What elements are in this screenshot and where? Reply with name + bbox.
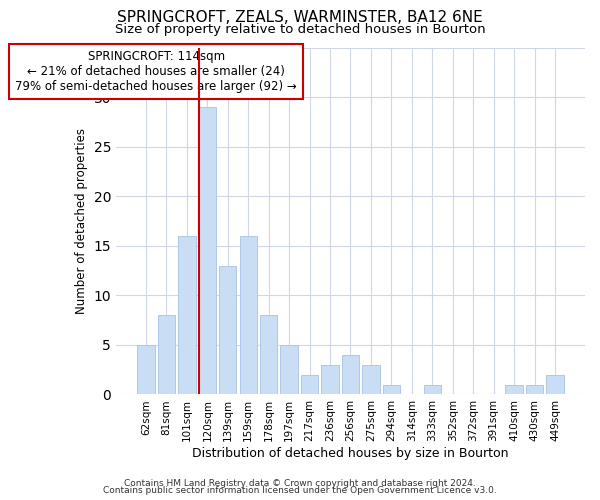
Bar: [301, 374, 318, 394]
Bar: [342, 355, 359, 395]
Bar: [424, 384, 441, 394]
Bar: [505, 384, 523, 394]
Bar: [546, 374, 563, 394]
Bar: [178, 236, 196, 394]
Text: SPRINGCROFT: 114sqm
← 21% of detached houses are smaller (24)
79% of semi-detach: SPRINGCROFT: 114sqm ← 21% of detached ho…: [16, 50, 297, 93]
Bar: [383, 384, 400, 394]
Text: Contains HM Land Registry data © Crown copyright and database right 2024.: Contains HM Land Registry data © Crown c…: [124, 478, 476, 488]
Bar: [322, 365, 339, 394]
X-axis label: Distribution of detached houses by size in Bourton: Distribution of detached houses by size …: [192, 447, 509, 460]
Text: Size of property relative to detached houses in Bourton: Size of property relative to detached ho…: [115, 22, 485, 36]
Bar: [362, 365, 380, 394]
Text: SPRINGCROFT, ZEALS, WARMINSTER, BA12 6NE: SPRINGCROFT, ZEALS, WARMINSTER, BA12 6NE: [117, 10, 483, 25]
Bar: [199, 108, 216, 395]
Bar: [260, 316, 277, 394]
Bar: [158, 316, 175, 394]
Bar: [219, 266, 236, 394]
Bar: [280, 345, 298, 395]
Bar: [137, 345, 155, 395]
Bar: [239, 236, 257, 394]
Text: Contains public sector information licensed under the Open Government Licence v3: Contains public sector information licen…: [103, 486, 497, 495]
Y-axis label: Number of detached properties: Number of detached properties: [75, 128, 88, 314]
Bar: [526, 384, 543, 394]
